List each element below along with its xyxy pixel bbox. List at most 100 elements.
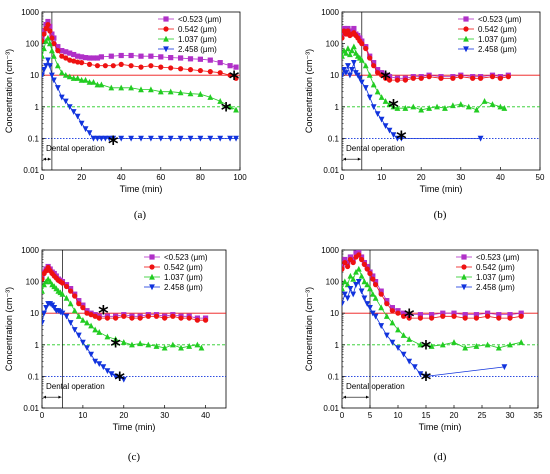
data-point-s542 bbox=[217, 70, 223, 76]
y-axis-label: Concentration (cm⁻³) bbox=[4, 287, 14, 371]
data-point-s523 bbox=[342, 256, 348, 263]
data-point-s2458 bbox=[90, 135, 97, 142]
data-point-s2458 bbox=[94, 135, 101, 142]
data-point-s542 bbox=[451, 313, 457, 319]
data-point-s542 bbox=[345, 263, 351, 270]
y-tick-label: 0.01 bbox=[323, 166, 339, 175]
data-point-s523 bbox=[350, 256, 356, 263]
data-point-s1037 bbox=[383, 313, 390, 319]
data-point-s542 bbox=[162, 315, 168, 321]
x-tick-label: 5 bbox=[368, 411, 373, 420]
data-point-s1037 bbox=[386, 101, 393, 107]
data-point-s523 bbox=[406, 312, 412, 318]
data-point-s1037 bbox=[217, 98, 224, 104]
asterisk-marker: * bbox=[229, 66, 240, 90]
data-point-s1037 bbox=[84, 319, 90, 326]
data-point-s2458 bbox=[187, 135, 194, 142]
data-point-s1037 bbox=[343, 49, 349, 56]
data-point-s542 bbox=[76, 301, 82, 307]
data-point-s542 bbox=[356, 252, 362, 258]
data-point-s1037 bbox=[128, 84, 134, 91]
data-point-s2458 bbox=[423, 373, 429, 380]
x-tick-label: 25 bbox=[478, 411, 487, 420]
data-point-s523 bbox=[63, 49, 69, 55]
data-point-s523 bbox=[382, 72, 389, 78]
data-point-s523 bbox=[128, 52, 134, 59]
legend-entry: 0.542 (μm) bbox=[478, 25, 517, 34]
data-point-s2458 bbox=[92, 358, 99, 365]
data-point-s2458 bbox=[378, 323, 385, 329]
data-point-s523 bbox=[384, 298, 390, 304]
data-point-s542 bbox=[401, 313, 407, 319]
data-point-s2458 bbox=[42, 320, 45, 326]
data-point-s1037 bbox=[45, 34, 51, 41]
chart-panel-3: 0.01 0.1 1 10 100 1000 0 10 20 30 40 Time (min) Conc… bbox=[4, 246, 227, 463]
data-point-s542 bbox=[389, 308, 395, 314]
data-point-s2458 bbox=[217, 135, 224, 142]
data-point-s542 bbox=[373, 282, 379, 288]
data-point-s2458 bbox=[398, 135, 405, 142]
data-point-s542 bbox=[497, 75, 503, 81]
data-point-s542 bbox=[410, 75, 416, 81]
data-point-s1037 bbox=[233, 106, 239, 113]
y-tick-label: 0.01 bbox=[23, 404, 39, 413]
data-point-s2458 bbox=[59, 310, 66, 317]
data-point-s523 bbox=[389, 305, 395, 311]
data-point-s2458 bbox=[372, 313, 379, 320]
plot-frame bbox=[41, 249, 227, 409]
data-point-s1037 bbox=[370, 81, 377, 88]
legend-entry: <0.523 (μm) bbox=[476, 253, 520, 262]
panel-label: (a) bbox=[134, 209, 147, 221]
data-point-s1037 bbox=[342, 285, 345, 292]
x-tick-label: 10 bbox=[394, 411, 403, 420]
legend-entry: 2.458 (μm) bbox=[478, 45, 517, 54]
y-tick-label: 1000 bbox=[321, 246, 339, 255]
data-point-s542 bbox=[417, 315, 423, 321]
data-point-s1037 bbox=[96, 329, 103, 335]
x-tick-label: 15 bbox=[422, 411, 431, 420]
y-tick-label: 0.1 bbox=[328, 372, 340, 381]
data-point-s523 bbox=[178, 55, 184, 61]
data-point-s542 bbox=[137, 315, 143, 321]
data-point-s523 bbox=[98, 54, 104, 60]
data-point-s542 bbox=[379, 72, 385, 78]
data-point-s542 bbox=[138, 64, 144, 70]
data-point-s1037 bbox=[42, 52, 45, 59]
data-point-s1037 bbox=[400, 332, 407, 338]
y-tick-label: 100 bbox=[326, 278, 340, 287]
data-point-s1037 bbox=[75, 313, 82, 319]
data-point-s2458 bbox=[227, 135, 233, 142]
data-point-s542 bbox=[394, 77, 401, 83]
data-point-s2458 bbox=[350, 291, 357, 298]
annotation-dental-operation: Dental operation bbox=[346, 382, 405, 391]
data-point-s542 bbox=[104, 315, 111, 321]
data-point-s1037 bbox=[118, 84, 125, 91]
y-tick-label: 0.01 bbox=[23, 166, 39, 175]
data-point-s542 bbox=[382, 75, 389, 81]
x-tick-label: 0 bbox=[40, 173, 45, 182]
data-point-s542 bbox=[96, 315, 102, 321]
data-point-s523 bbox=[187, 56, 194, 62]
data-point-s2458 bbox=[63, 313, 70, 320]
data-point-s2458 bbox=[84, 345, 90, 352]
data-point-s542 bbox=[43, 25, 49, 32]
data-point-s2458 bbox=[389, 339, 396, 346]
data-point-s2458 bbox=[75, 332, 82, 339]
data-point-s542 bbox=[345, 28, 351, 34]
legend-entry: 1.037 (μm) bbox=[478, 35, 517, 44]
asterisk-marker: * bbox=[98, 301, 109, 325]
legend-entry: <0.523 (μm) bbox=[164, 253, 208, 262]
data-point-s2458 bbox=[50, 77, 57, 84]
data-point-s542 bbox=[86, 61, 93, 67]
data-point-s523 bbox=[55, 44, 61, 50]
data-point-s2458 bbox=[207, 135, 214, 142]
legend-marker-s542 bbox=[463, 26, 469, 32]
data-point-s542 bbox=[49, 35, 55, 41]
data-point-s2458 bbox=[67, 320, 74, 326]
data-point-s542 bbox=[342, 266, 345, 272]
data-point-s523 bbox=[518, 310, 524, 316]
data-point-s1037 bbox=[417, 341, 424, 348]
data-point-s1037 bbox=[382, 98, 389, 104]
data-point-s1037 bbox=[82, 76, 89, 83]
data-point-s2458 bbox=[477, 135, 484, 142]
